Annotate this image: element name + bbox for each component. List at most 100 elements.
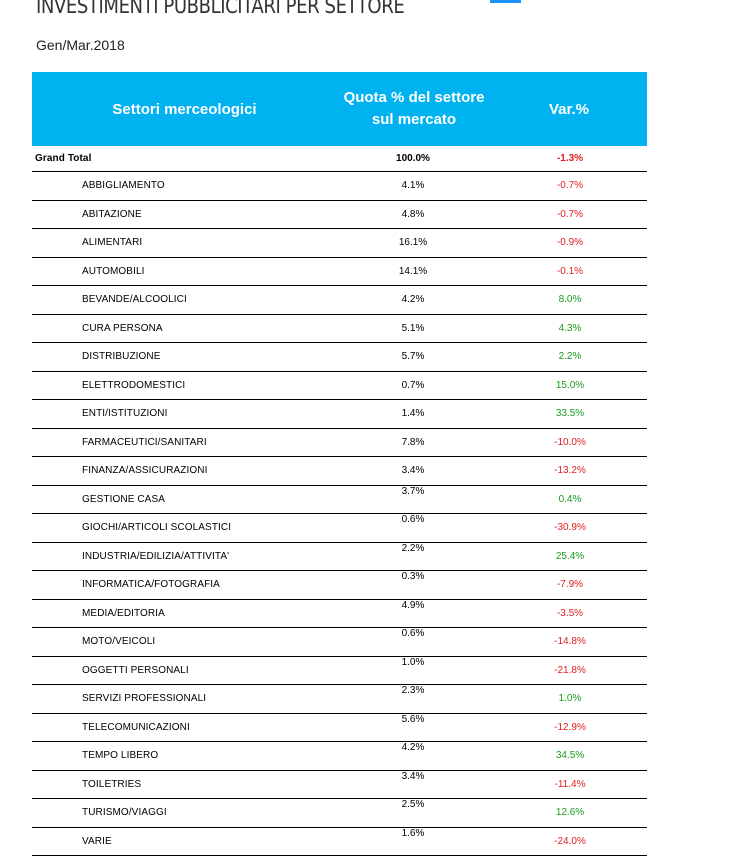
sector-share: 14.1% [388,258,438,286]
sector-var: 4.3% [537,315,603,343]
table-row: ABBIGLIAMENTO 4.1% -0.7% [32,172,647,201]
sector-name: SERVIZI PROFESSIONALI [82,685,206,713]
sector-name: ABBIGLIAMENTO [82,172,165,200]
sector-var: -30.9% [537,514,603,542]
sector-var: -24.0% [537,828,603,856]
sector-var: 12.6% [537,799,603,827]
header-var: Var.% [491,72,647,146]
sector-name: OGGETTI PERSONALI [82,657,189,685]
sector-var: 15.0% [537,372,603,400]
table-row: SERVIZI PROFESSIONALI 2.3% 1.0% [32,685,647,714]
table-row: INDUSTRIA/EDILIZIA/ATTIVITA' 2.2% 25.4% [32,543,647,572]
table-row: ELETTRODOMESTICI 0.7% 15.0% [32,372,647,401]
sector-var: -0.7% [537,172,603,200]
sector-var: -12.9% [537,714,603,742]
sector-name: ALIMENTARI [82,229,142,257]
page-title: INVESTIMENTI PUBBLICITARI PER SETTORE [36,0,404,18]
sector-var: -0.7% [537,201,603,229]
sector-name: ABITAZIONE [82,201,142,229]
sector-share: 4.2% [388,286,438,314]
sector-name: TOILETRIES [82,771,141,799]
sector-share: 2.5% [388,799,438,827]
sector-share: 4.1% [388,172,438,200]
table-row: VARIE 1.6% -24.0% [32,828,647,856]
sector-share: 5.1% [388,315,438,343]
sector-var: -0.9% [537,229,603,257]
sector-name: INFORMATICA/FOTOGRAFIA [82,571,220,599]
sector-share: 2.2% [388,543,438,571]
total-var: -1.3% [537,146,603,171]
table-body: ABBIGLIAMENTO 4.1% -0.7% ABITAZIONE 4.8% -0.7… [32,172,647,856]
sector-name: TELECOMUNICAZIONI [82,714,190,742]
sector-var: -11.4% [537,771,603,799]
sector-share: 1.4% [388,400,438,428]
sector-share: 2.3% [388,685,438,713]
sector-name: BEVANDE/ALCOOLICI [82,286,187,314]
total-name: Grand Total [35,146,91,171]
sector-share: 4.8% [388,201,438,229]
sector-name: INDUSTRIA/EDILIZIA/ATTIVITA' [82,543,229,571]
sector-share: 5.7% [388,343,438,371]
sector-share: 4.2% [388,742,438,770]
sector-var: -3.5% [537,600,603,628]
sector-var: 33.5% [537,400,603,428]
sector-name: AUTOMOBILI [82,258,145,286]
top-accent-tab [490,0,521,3]
sector-name: ENTI/ISTITUZIONI [82,400,168,428]
sector-var: 1.0% [537,685,603,713]
table-row: OGGETTI PERSONALI 1.0% -21.8% [32,657,647,686]
table-row: CURA PERSONA 5.1% 4.3% [32,315,647,344]
table-row: GESTIONE CASA 3.7% 0.4% [32,486,647,515]
sector-var: 34.5% [537,742,603,770]
header-sector: Settori merceologici [32,72,337,146]
sector-var: -21.8% [537,657,603,685]
table-row: FARMACEUTICI/SANITARI 7.8% -10.0% [32,429,647,458]
sector-name: DISTRIBUZIONE [82,343,161,371]
sector-var: 2.2% [537,343,603,371]
table-row: DISTRIBUZIONE 5.7% 2.2% [32,343,647,372]
table-row: TOILETRIES 3.4% -11.4% [32,771,647,800]
table-row: ALIMENTARI 16.1% -0.9% [32,229,647,258]
sector-name: GESTIONE CASA [82,486,165,514]
sector-share: 0.7% [388,372,438,400]
sector-share: 16.1% [388,229,438,257]
sector-share: 1.6% [388,828,438,856]
sector-name: MOTO/VEICOLI [82,628,155,656]
sector-share: 3.4% [388,771,438,799]
sector-share: 5.6% [388,714,438,742]
sector-name: MEDIA/EDITORIA [82,600,165,628]
table-row: INFORMATICA/FOTOGRAFIA 0.3% -7.9% [32,571,647,600]
sector-var: -7.9% [537,571,603,599]
sector-name: TEMPO LIBERO [82,742,158,770]
table-row: ENTI/ISTITUZIONI 1.4% 33.5% [32,400,647,429]
table-header: Settori merceologici Quota % del settore… [32,72,647,146]
sector-share: 0.6% [388,628,438,656]
sector-name: CURA PERSONA [82,315,163,343]
sector-share: 3.4% [388,457,438,485]
sector-share: 4.9% [388,600,438,628]
table-row: BEVANDE/ALCOOLICI 4.2% 8.0% [32,286,647,315]
sector-var: -10.0% [537,429,603,457]
grand-total-row: Grand Total 100.0% -1.3% [32,146,647,172]
sector-var: 8.0% [537,286,603,314]
sector-name: FINANZA/ASSICURAZIONI [82,457,207,485]
sector-var: -14.8% [537,628,603,656]
sector-name: ELETTRODOMESTICI [82,372,185,400]
sector-var: 0.4% [537,486,603,514]
sector-var: 25.4% [537,543,603,571]
header-share: Quota % del settore sul mercato [337,72,491,146]
sector-name: FARMACEUTICI/SANITARI [82,429,207,457]
period-subtitle: Gen/Mar.2018 [36,37,125,53]
sector-share: 0.3% [388,571,438,599]
table-row: FINANZA/ASSICURAZIONI 3.4% -13.2% [32,457,647,486]
sector-name: VARIE [82,828,112,856]
sector-share: 7.8% [388,429,438,457]
table-row: ABITAZIONE 4.8% -0.7% [32,201,647,230]
sector-share: 1.0% [388,657,438,685]
sector-var: -13.2% [537,457,603,485]
sector-share: 3.7% [388,486,438,514]
sector-name: GIOCHI/ARTICOLI SCOLASTICI [82,514,231,542]
